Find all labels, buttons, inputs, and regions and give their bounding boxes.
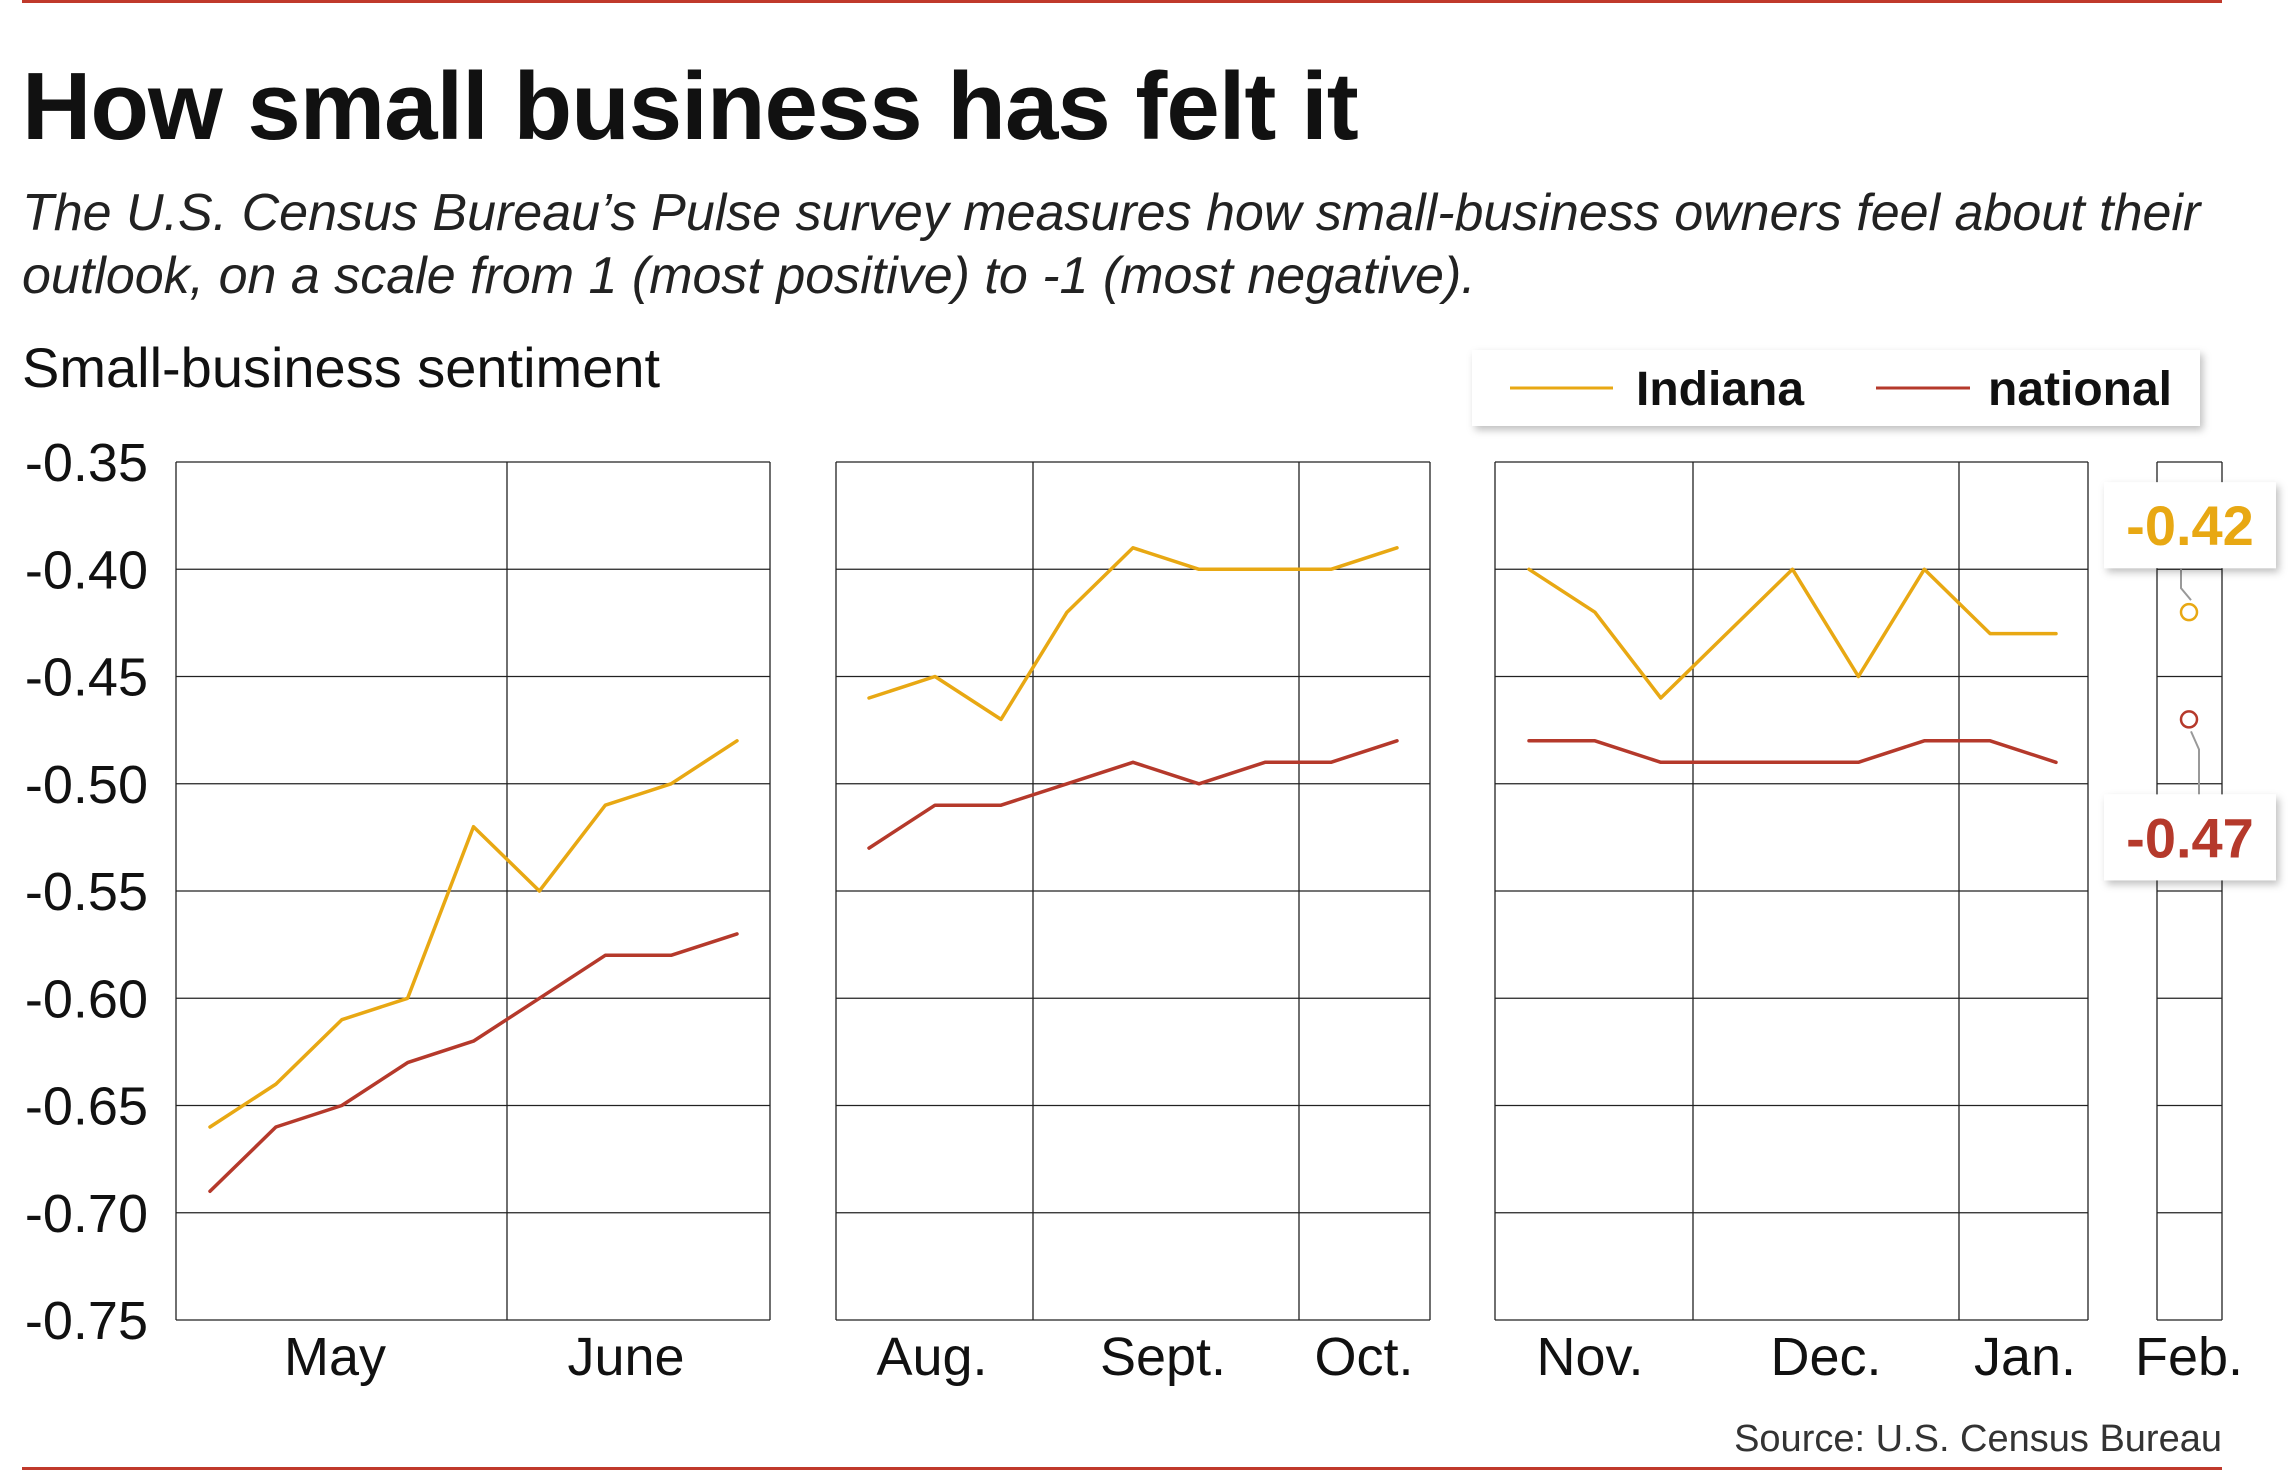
series-line-national xyxy=(867,739,1399,850)
callout-indiana: -0.42 xyxy=(2104,482,2276,601)
y-tick-label: -0.65 xyxy=(25,1077,148,1137)
y-tick-label: -0.35 xyxy=(25,433,148,493)
chart-panel xyxy=(835,461,1431,1321)
legend-label-indiana: Indiana xyxy=(1636,363,1804,416)
callout-leader xyxy=(2190,730,2200,795)
chart-panel xyxy=(175,461,771,1321)
chart-title: How small business has felt it xyxy=(22,53,1359,160)
callout-leader xyxy=(2180,568,2192,601)
callout-value: -0.42 xyxy=(2126,494,2254,557)
legend-label-national: national xyxy=(1988,363,2172,416)
x-tick-label: Sept. xyxy=(1100,1327,1226,1387)
x-tick-label: Nov. xyxy=(1536,1327,1643,1387)
x-axis-ticks: May June Aug. Sept. Oct. Nov. Dec. Jan. Feb. xyxy=(284,1327,2243,1387)
callout-value: -0.47 xyxy=(2126,806,2254,869)
y-tick-label: -0.45 xyxy=(25,648,148,708)
series-line-indiana xyxy=(1527,567,2058,700)
series-line-national xyxy=(208,932,739,1194)
data-point-indiana xyxy=(2179,602,2199,622)
y-tick-label: -0.60 xyxy=(25,969,148,1029)
y-tick-label: -0.70 xyxy=(25,1184,148,1244)
y-tick-label: -0.55 xyxy=(25,862,148,922)
sentiment-line-chart: Small-business sentiment Indiana nationa… xyxy=(22,336,2276,1387)
x-tick-label: Oct. xyxy=(1314,1327,1413,1387)
series-line-indiana xyxy=(208,739,739,1129)
chart-subtitle: The U.S. Census Bureau’s Pulse survey me… xyxy=(22,184,2201,305)
x-tick-label: Jan. xyxy=(1974,1327,2076,1387)
x-tick-label: Aug. xyxy=(876,1327,987,1387)
x-tick-label: Dec. xyxy=(1770,1327,1881,1387)
legend: Indiana national xyxy=(1472,350,2200,426)
y-tick-label: -0.40 xyxy=(25,540,148,600)
y-tick-label: -0.50 xyxy=(25,755,148,815)
latest-value-callouts: -0.42 -0.47 xyxy=(2104,482,2276,881)
source-note: Source: U.S. Census Bureau xyxy=(1734,1418,2222,1460)
callout-box xyxy=(2104,794,2276,881)
x-tick-label: May xyxy=(284,1327,386,1387)
bottom-accent-rule xyxy=(22,1467,2222,1470)
chart-panels xyxy=(175,461,2223,1321)
top-accent-rule xyxy=(22,0,2222,3)
x-tick-label: June xyxy=(567,1327,684,1387)
data-point-national xyxy=(2179,710,2199,729)
chart-panel xyxy=(1494,461,2089,1321)
callout-box xyxy=(2104,482,2276,569)
chart-panel xyxy=(2156,461,2223,1321)
y-axis-ticks: -0.35 -0.40 -0.45 -0.50 -0.55 -0.60 -0.65 -0.70… xyxy=(25,433,148,1351)
y-tick-label: -0.75 xyxy=(25,1291,148,1351)
x-tick-label: Feb. xyxy=(2135,1327,2243,1387)
callout-national: -0.47 xyxy=(2104,730,2276,881)
series-line-national xyxy=(1527,739,2058,765)
y-axis-label: Small-business sentiment xyxy=(22,336,660,399)
series-line-indiana xyxy=(867,546,1399,722)
